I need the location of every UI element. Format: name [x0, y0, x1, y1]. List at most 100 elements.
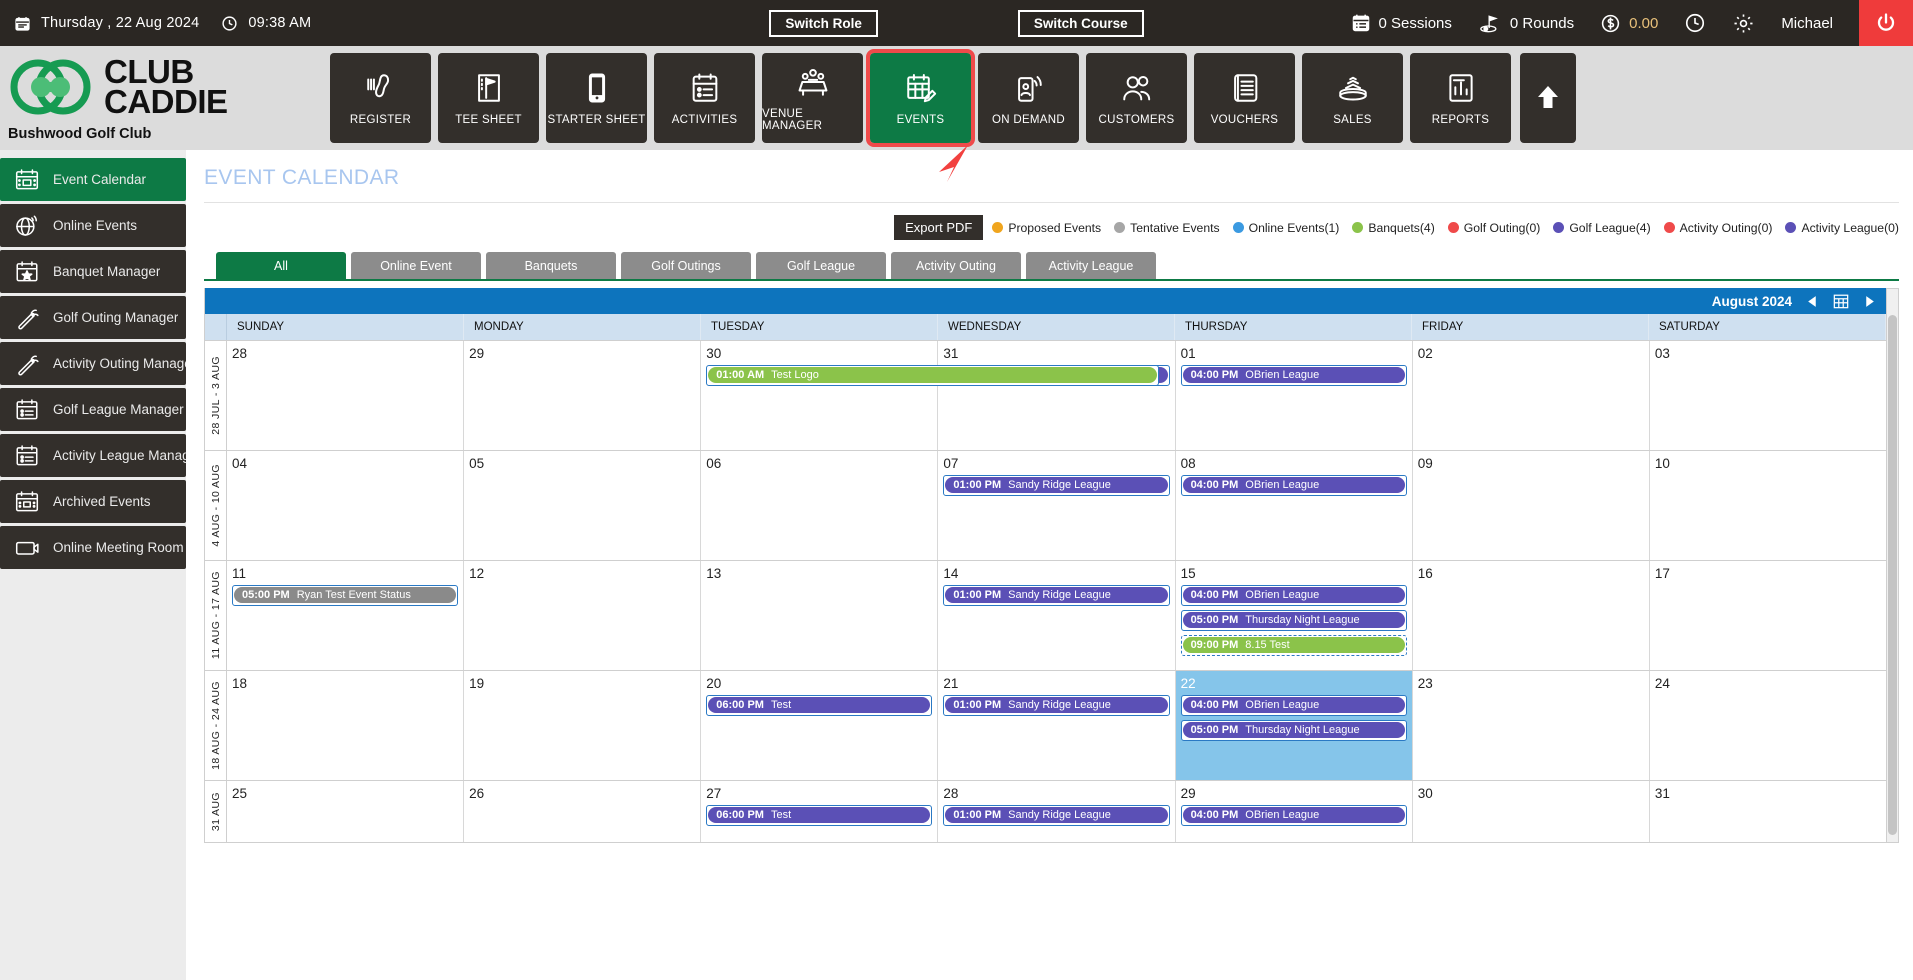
event-chip[interactable]: 01:00 PM Sandy Ridge League	[945, 807, 1168, 823]
filter-tab-activity-outing[interactable]: Activity Outing	[891, 252, 1021, 279]
event-chip-wrapper[interactable]: 04:00 PM OBrien League	[1180, 365, 1407, 386]
switch-role-button[interactable]: Switch Role	[769, 9, 878, 37]
event-chip[interactable]: 05:00 PM Thursday Night League	[1182, 722, 1405, 738]
event-chip[interactable]: 05:00 PM Thursday Night League	[1182, 612, 1405, 628]
export-pdf-button[interactable]: Export PDF	[894, 215, 984, 240]
calendar-day-cell[interactable]: 29 04:00 PM OBrien League	[1176, 781, 1413, 842]
next-month-button[interactable]	[1863, 295, 1876, 308]
calendar-day-cell[interactable]: 28 01:00 PM Sandy Ridge League	[938, 781, 1176, 842]
calendar-day-cell[interactable]: 23	[1413, 671, 1650, 780]
filter-tab-all[interactable]: All	[216, 252, 346, 279]
calendar-day-cell[interactable]: 21 01:00 PM Sandy Ridge League	[938, 671, 1176, 780]
event-chip-wrapper[interactable]: 01:00 PM Sandy Ridge League	[943, 475, 1170, 496]
event-chip-wrapper[interactable]: 05:00 PM Ryan Test Event Status	[232, 585, 459, 606]
switch-course-button[interactable]: Switch Course	[1017, 9, 1144, 37]
event-chip[interactable]: 04:00 PM OBrien League	[1182, 697, 1405, 713]
calendar-day-cell[interactable]: 18	[227, 671, 465, 780]
money-indicator[interactable]: 0.00	[1600, 13, 1658, 34]
sidebar-item-golf-outing-manager[interactable]: Golf Outing Manager	[0, 296, 186, 339]
nav-tab-on-demand[interactable]: ON DEMAND	[978, 53, 1079, 143]
calendar-day-cell[interactable]: 19	[464, 671, 702, 780]
filter-tab-golf-league[interactable]: Golf League	[756, 252, 886, 279]
user-name[interactable]: Michael	[1781, 14, 1833, 32]
calendar-day-cell[interactable]: 02	[1413, 341, 1650, 450]
calendar-day-cell[interactable]: 24	[1650, 671, 1886, 780]
calendar-day-cell[interactable]: 03	[1650, 341, 1886, 450]
calendar-day-cell[interactable]: 31	[1650, 781, 1886, 842]
calendar-day-cell[interactable]: 28	[227, 341, 465, 450]
calendar-day-cell[interactable]: 20 06:00 PM Test	[701, 671, 939, 780]
calendar-day-cell[interactable]: 08 04:00 PM OBrien League	[1176, 451, 1413, 560]
legend-item[interactable]: Online Events(1)	[1232, 221, 1339, 235]
calendar-picker-button[interactable]	[1833, 293, 1849, 309]
calendar-day-cell[interactable]: 09	[1413, 451, 1650, 560]
power-button[interactable]	[1859, 0, 1913, 46]
calendar-day-cell[interactable]: 17	[1650, 561, 1886, 670]
nav-tab-vouchers[interactable]: VOUCHERS	[1194, 53, 1295, 143]
calendar-day-cell[interactable]: 10	[1650, 451, 1886, 560]
sidebar-item-online-events[interactable]: Online Events	[0, 204, 186, 247]
event-chip[interactable]: 01:00 PM Sandy Ridge League	[945, 697, 1168, 713]
prev-month-button[interactable]	[1806, 295, 1819, 308]
event-chip[interactable]: 01:00 PM Sandy Ridge League	[945, 477, 1168, 493]
calendar-day-cell[interactable]: 06	[701, 451, 939, 560]
event-chip[interactable]: 04:00 PM OBrien League	[1182, 477, 1405, 493]
sidebar-item-golf-league-manager[interactable]: Golf League Manager	[0, 388, 186, 431]
legend-item[interactable]: Banquets(4)	[1352, 221, 1435, 235]
calendar-day-cell[interactable]: 13	[701, 561, 939, 670]
event-chip-wrapper[interactable]: 01:00 PM Sandy Ridge League	[943, 585, 1170, 606]
event-chip-wrapper[interactable]: 04:00 PM OBrien League	[1180, 805, 1407, 826]
calendar-day-cell[interactable]: 12	[464, 561, 702, 670]
sidebar-item-activity-outing-manager[interactable]: Activity Outing Manager	[0, 342, 186, 385]
nav-tab-venue-manager[interactable]: VENUE MANAGER	[762, 53, 863, 143]
nav-tab-events[interactable]: EVENTS	[866, 49, 975, 147]
calendar-day-cell[interactable]: 15 04:00 PM OBrien League 05:00 PM Thursday …	[1176, 561, 1413, 670]
event-chip[interactable]: 04:00 PM OBrien League	[1182, 807, 1405, 823]
calendar-day-cell[interactable]: 25	[227, 781, 465, 842]
filter-tab-golf-outings[interactable]: Golf Outings	[621, 252, 751, 279]
event-chip-wrapper[interactable]: 05:00 PM Thursday Night League	[1180, 610, 1407, 631]
legend-item[interactable]: Proposed Events	[992, 221, 1101, 235]
event-chip-wrapper[interactable]: 01:00 AM Test Logo	[706, 365, 1159, 386]
event-chip-wrapper[interactable]: 01:00 PM Sandy Ridge League	[943, 805, 1170, 826]
event-chip[interactable]: 01:00 AM Test Logo	[708, 367, 1157, 383]
nav-tab-reports[interactable]: REPORTS	[1410, 53, 1511, 143]
sidebar-item-event-calendar[interactable]: Event Calendar	[0, 158, 186, 201]
gear-icon[interactable]	[1732, 12, 1755, 35]
nav-tab-sales[interactable]: SALES	[1302, 53, 1403, 143]
calendar-day-cell[interactable]: 30 01:00 AM Test Logo	[701, 341, 1159, 450]
event-chip-wrapper[interactable]: 04:00 PM OBrien League	[1180, 695, 1407, 716]
event-chip-wrapper[interactable]: 04:00 PM OBrien League	[1180, 475, 1407, 496]
calendar-day-cell[interactable]: 27 06:00 PM Test	[701, 781, 939, 842]
event-chip[interactable]: 04:00 PM OBrien League	[1182, 367, 1405, 383]
event-chip-wrapper[interactable]: 06:00 PM Test	[706, 805, 933, 826]
filter-tab-banquets[interactable]: Banquets	[486, 252, 616, 279]
calendar-day-cell[interactable]: 05	[464, 451, 702, 560]
event-chip-wrapper[interactable]: 06:00 PM Test	[706, 695, 933, 716]
legend-item[interactable]: Activity Outing(0)	[1663, 221, 1772, 235]
event-chip-wrapper[interactable]: 01:00 PM Sandy Ridge League	[943, 695, 1170, 716]
filter-tab-activity-league[interactable]: Activity League	[1026, 252, 1156, 279]
nav-tab-tee-sheet[interactable]: TEE SHEET	[438, 53, 539, 143]
calendar-day-cell[interactable]: 07 01:00 PM Sandy Ridge League	[938, 451, 1176, 560]
calendar-day-cell[interactable]: 30	[1413, 781, 1650, 842]
calendar-day-cell[interactable]: 11 05:00 PM Ryan Test Event Status	[227, 561, 465, 670]
calendar-scrollbar[interactable]	[1887, 288, 1899, 843]
filter-tab-online-event[interactable]: Online Event	[351, 252, 481, 279]
event-chip[interactable]: 09:00 PM 8.15 Test	[1182, 637, 1405, 653]
nav-tab-activities[interactable]: ACTIVITIES	[654, 53, 755, 143]
calendar-day-cell[interactable]: 22 04:00 PM OBrien League 05:00 PM Thursday …	[1175, 671, 1413, 780]
calendar-day-cell[interactable]: 29	[464, 341, 702, 450]
rounds-indicator[interactable]: 0 Rounds	[1478, 13, 1574, 33]
legend-item[interactable]: Golf League(4)	[1553, 221, 1651, 235]
sidebar-item-activity-league-manager[interactable]: Activity League Manager	[0, 434, 186, 477]
calendar-day-cell[interactable]: 26	[464, 781, 702, 842]
event-chip-wrapper[interactable]: 05:00 PM Thursday Night League	[1180, 720, 1407, 741]
sidebar-item-banquet-manager[interactable]: Banquet Manager	[0, 250, 186, 293]
event-chip[interactable]: 05:00 PM Ryan Test Event Status	[234, 587, 457, 603]
event-chip-wrapper[interactable]: 04:00 PM OBrien League	[1180, 585, 1407, 606]
sidebar-item-online-meeting-room[interactable]: Online Meeting Room	[0, 526, 186, 569]
nav-tab-customers[interactable]: CUSTOMERS	[1086, 53, 1187, 143]
event-chip[interactable]: 06:00 PM Test	[708, 807, 931, 823]
